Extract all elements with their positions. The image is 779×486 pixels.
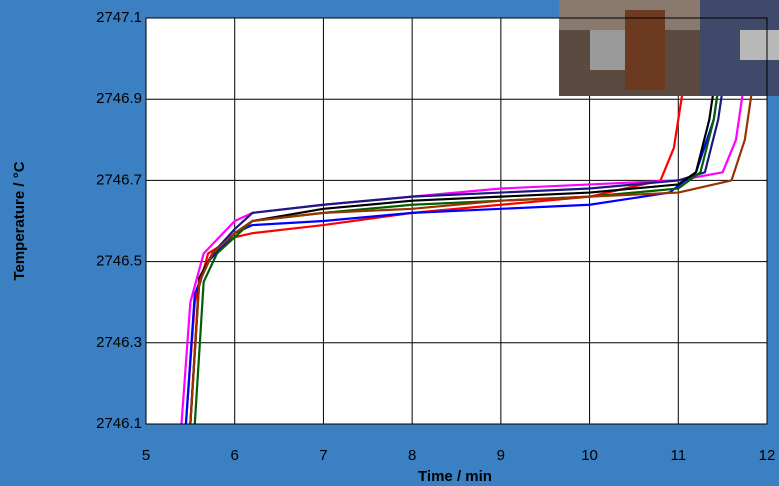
y-tick-label: 2746.1 xyxy=(96,415,142,432)
y-tick-label: 2746.5 xyxy=(96,253,142,270)
y-tick-label: 2746.9 xyxy=(96,90,142,107)
x-tick-label: 5 xyxy=(142,447,150,464)
x-axis-title: Time / min xyxy=(418,468,492,485)
y-tick-label: 2746.3 xyxy=(96,334,142,351)
x-tick-label: 8 xyxy=(408,447,416,464)
photo xyxy=(559,0,779,96)
y-tick-label: 2747.1 xyxy=(96,9,142,26)
x-tick-label: 6 xyxy=(231,447,239,464)
x-tick-label: 12 xyxy=(759,447,776,464)
x-tick-label: 9 xyxy=(497,447,505,464)
y-axis-title: Temperature / °C xyxy=(11,161,28,280)
chart: Time / min Temperature / °C 2746.1 2746.3… xyxy=(0,0,779,486)
x-tick-label: 7 xyxy=(319,447,327,464)
x-tick-label: 10 xyxy=(581,447,598,464)
x-tick-label: 11 xyxy=(670,447,686,464)
y-tick-label: 2746.7 xyxy=(96,171,142,188)
